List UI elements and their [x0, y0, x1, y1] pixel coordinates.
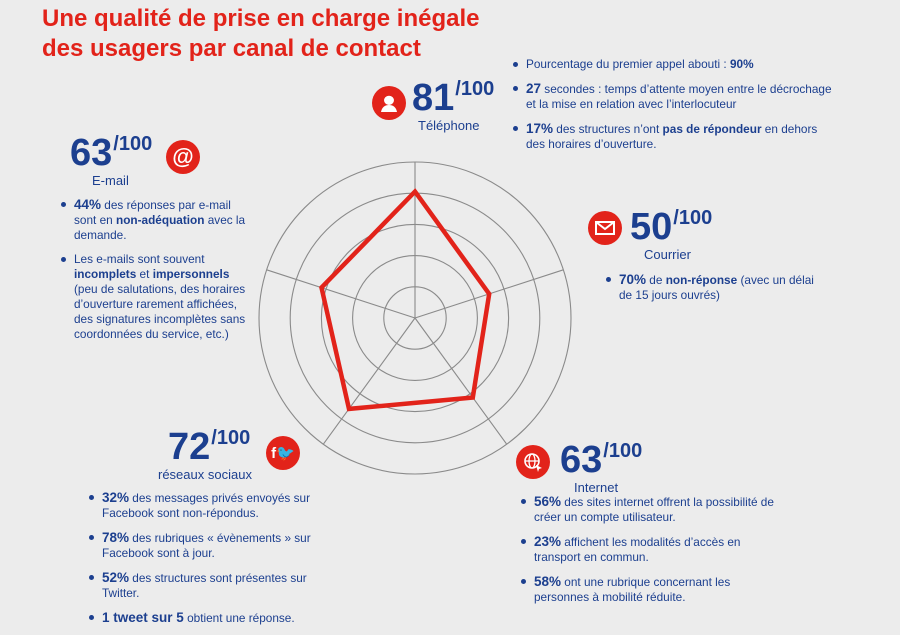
social-score-block: 72/100 réseaux sociaux: [168, 427, 252, 482]
social-fact-4: 1 tweet sur 5 obtient une réponse.: [88, 610, 338, 626]
courrier-label: Courrier: [644, 247, 712, 262]
email-label: E-mail: [92, 173, 152, 188]
internet-label: Internet: [574, 480, 642, 495]
internet-score-block: 63/100 Internet: [560, 440, 642, 495]
radar-spoke-3: [415, 318, 507, 444]
telephone-label: Téléphone: [418, 118, 494, 133]
at-sign-icon: @: [166, 140, 200, 174]
radar-spoke-5: [267, 270, 415, 318]
email-facts: 44% des réponses par e-mail sont en non-…: [60, 197, 250, 351]
email-fact-1: 44% des réponses par e-mail sont en non-…: [60, 197, 250, 243]
social-fact-1: 32% des messages privés envoyés sur Face…: [88, 490, 338, 521]
social-fact-2: 78% des rubriques « évènements » sur Fac…: [88, 530, 338, 561]
email-score: 63: [70, 133, 112, 173]
social-facts: 32% des messages privés envoyés sur Face…: [88, 490, 338, 635]
social-score: 72: [168, 427, 210, 467]
internet-score: 63: [560, 440, 602, 480]
courrier-score: 50: [630, 207, 672, 247]
social-fact-3: 52% des structures sont présentes sur Tw…: [88, 570, 338, 601]
courrier-facts: 70% de non-réponse (avec un délai de 15 …: [605, 272, 815, 312]
telephone-fact-1: Pourcentage du premier appel abouti : 90…: [512, 57, 832, 72]
radar-series-line: [322, 192, 490, 409]
facebook-twitter-icon: f🐦: [266, 436, 300, 470]
email-score-block: 63/100 E-mail: [70, 133, 152, 188]
internet-facts: 56% des sites internet offrent la possib…: [520, 494, 780, 614]
social-score-max: /100: [211, 427, 250, 449]
internet-fact-3: 58% ont une rubrique concernant les pers…: [520, 574, 780, 605]
courrier-fact-1: 70% de non-réponse (avec un délai de 15 …: [605, 272, 815, 303]
globe-cursor-icon: [516, 445, 550, 479]
telephone-score: 81: [412, 78, 454, 118]
internet-fact-1: 56% des sites internet offrent la possib…: [520, 494, 780, 525]
telephone-support-icon: [372, 86, 406, 120]
telephone-score-block: 81/100 Téléphone: [412, 78, 494, 133]
internet-fact-2: 23% affichent les modalités d’accès en t…: [520, 534, 780, 565]
email-fact-2: Les e-mails sont souvent incomplets et i…: [60, 252, 250, 342]
telephone-fact-3: 17% des structures n’ont pas de répondeu…: [512, 121, 832, 152]
internet-score-max: /100: [603, 440, 642, 462]
radar-data-shape: [321, 192, 489, 409]
email-score-max: /100: [113, 133, 152, 155]
telephone-facts: Pourcentage du premier appel abouti : 90…: [512, 57, 832, 161]
social-label: réseaux sociaux: [158, 467, 252, 482]
courrier-score-block: 50/100 Courrier: [630, 207, 712, 262]
radar-spoke-4: [323, 318, 415, 444]
courrier-score-max: /100: [673, 207, 712, 229]
telephone-score-max: /100: [455, 78, 494, 100]
telephone-fact-2: 27 secondes : temps d’attente moyen entr…: [512, 81, 832, 112]
envelope-icon: [588, 211, 622, 245]
